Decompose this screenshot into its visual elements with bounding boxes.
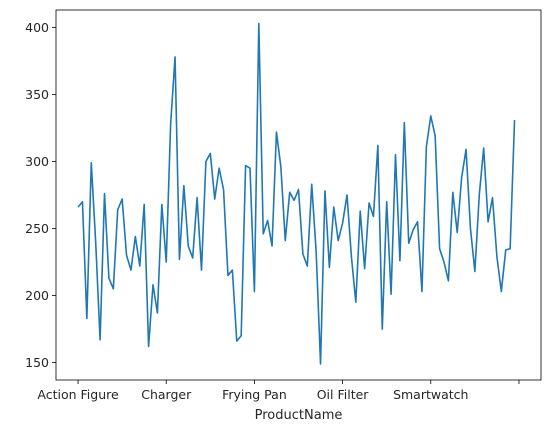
series-line xyxy=(77,22,516,365)
y-tick-label: 250 xyxy=(25,221,49,236)
axes-frame xyxy=(55,9,542,381)
x-tick-label: Smartwatch xyxy=(393,387,468,402)
series-layer xyxy=(77,22,516,365)
y-tick-label: 400 xyxy=(25,20,49,35)
x-axis-label: ProductName xyxy=(255,408,343,423)
x-tick-label: Charger xyxy=(141,387,192,402)
y-tick-label: 150 xyxy=(25,355,49,370)
y-tick-label: 300 xyxy=(25,154,49,169)
x-tick-label: Action Figure xyxy=(37,387,119,402)
y-tick-label: 350 xyxy=(25,87,49,102)
x-tick-label: Oil Filter xyxy=(317,387,370,402)
y-tick-label: 200 xyxy=(25,288,49,303)
y-axis-ticks: 150 200 250 300 350 400 xyxy=(25,20,56,370)
x-tick-label: Frying Pan xyxy=(222,387,287,402)
x-axis-ticks: Action Figure Charger Frying Pan Oil Filter… xyxy=(37,380,520,402)
